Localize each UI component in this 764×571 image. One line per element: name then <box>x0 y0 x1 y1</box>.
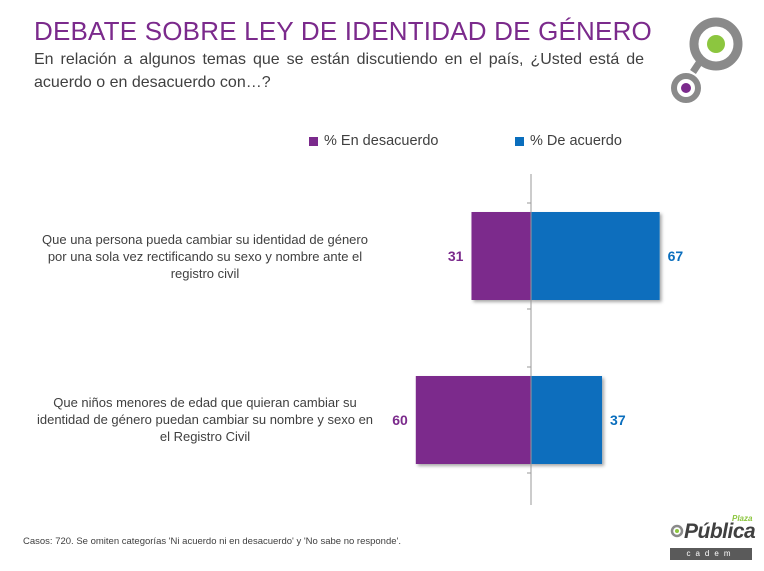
value-label-acuerdo-2: 37 <box>610 412 626 428</box>
logo-small-ring <box>671 73 701 103</box>
legend-swatch-acuerdo <box>515 136 524 146</box>
logo-purple-dot <box>681 83 691 93</box>
bar-desacuerdo-2 <box>415 376 531 464</box>
value-label-desacuerdo-2: 60 <box>392 412 408 428</box>
value-label-acuerdo-1: 67 <box>668 248 684 264</box>
brand-logo-icon <box>671 17 743 103</box>
page-subtitle: En relación a algunos temas que se están… <box>34 51 644 91</box>
bar-desacuerdo-1 <box>471 212 531 300</box>
footnote: Casos: 720. Se omiten categorías 'Ni acu… <box>23 536 401 547</box>
value-label-desacuerdo-1: 31 <box>448 248 464 264</box>
legend-item-acuerdo: % De acuerdo <box>515 132 622 150</box>
legend-swatch-desacuerdo <box>309 136 318 146</box>
plaza-publica-cadem-logo: Plaza Pública cadem <box>668 514 756 562</box>
legend-label-desacuerdo: % En desacuerdo <box>324 133 439 149</box>
logo-plaza-text: Plaza <box>732 514 753 523</box>
logo-circle-icon <box>670 524 684 538</box>
bar-acuerdo-1 <box>531 212 660 300</box>
page-title: DEBATE SOBRE LEY DE IDENTIDAD DE GÉNERO <box>34 16 652 46</box>
bar-acuerdo-2 <box>531 376 603 464</box>
legend-item-desacuerdo: % En desacuerdo <box>309 132 438 150</box>
legend-label-acuerdo: % De acuerdo <box>530 133 622 149</box>
logo-cadem-text: cadem <box>670 548 752 560</box>
category-label-1: Que una persona pueda cambiar su identid… <box>42 232 368 281</box>
logo-connector <box>690 58 704 74</box>
logo-publica-text: Pública <box>684 520 756 543</box>
logo-green-dot <box>707 35 725 53</box>
logo-large-ring <box>689 17 743 71</box>
category-label-2: Que niños menores de edad que quieran ca… <box>36 395 374 444</box>
